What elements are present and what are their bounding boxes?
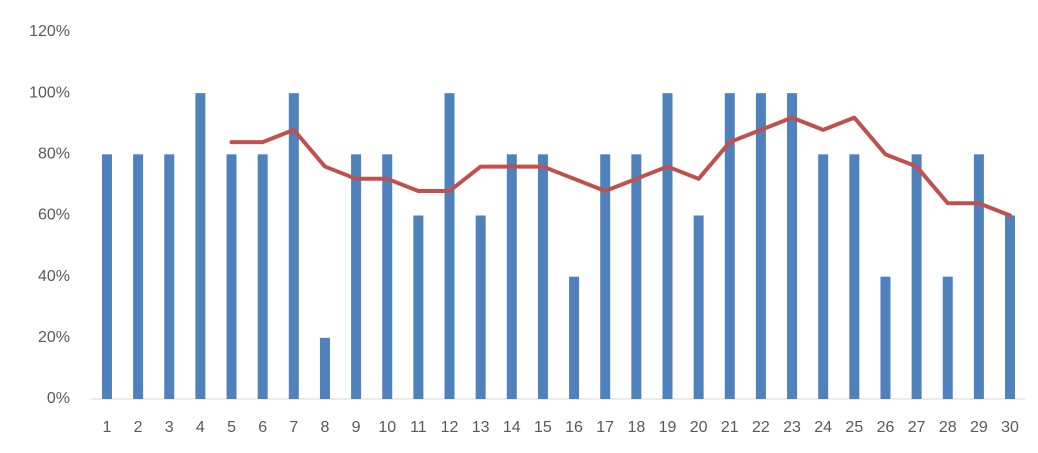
x-tick-label: 7	[289, 419, 298, 436]
x-tick-label: 6	[258, 419, 267, 436]
x-tick-label: 19	[659, 419, 677, 436]
x-tick-label: 27	[908, 419, 926, 436]
bar	[600, 154, 611, 399]
line	[229, 115, 1013, 218]
y-tick-label: 60%	[38, 207, 70, 224]
x-tick-label: 13	[472, 419, 490, 436]
bar	[693, 215, 704, 399]
x-tick-label: 18	[627, 419, 645, 436]
x-tick-label: 14	[503, 419, 521, 436]
x-tick-label: 26	[877, 419, 895, 436]
x-tick-label: 30	[1001, 419, 1019, 436]
bar	[133, 154, 144, 399]
x-tick-label: 24	[814, 419, 832, 436]
bar	[942, 276, 953, 399]
x-tick-label: 8	[320, 419, 329, 436]
bar	[973, 154, 984, 399]
bar	[351, 154, 362, 399]
bar	[288, 93, 299, 400]
bar	[444, 93, 455, 400]
y-tick-label: 20%	[38, 329, 70, 346]
x-tick-label: 16	[565, 419, 583, 436]
x-tick-label: 11	[410, 419, 427, 436]
bar	[195, 93, 206, 400]
x-tick-label: 28	[939, 419, 957, 436]
bar	[101, 154, 112, 399]
bar	[164, 154, 175, 399]
bar	[787, 93, 798, 400]
bar	[631, 154, 642, 399]
x-tick-label: 21	[721, 419, 739, 436]
bar	[849, 154, 860, 399]
bar	[724, 93, 735, 400]
bar	[506, 154, 517, 399]
bar	[413, 215, 424, 399]
bar	[319, 337, 330, 399]
x-tick-label: 10	[378, 419, 396, 436]
x-tick-label: 3	[165, 419, 174, 436]
bar	[537, 154, 548, 399]
y-tick-label: 0%	[47, 390, 70, 407]
x-tick-label: 23	[783, 419, 801, 436]
y-tick-label: 40%	[38, 268, 70, 285]
x-tick-label: 22	[752, 419, 770, 436]
bar	[755, 93, 766, 400]
bar	[569, 276, 580, 399]
x-tick-label: 29	[970, 419, 988, 436]
bar	[818, 154, 829, 399]
x-tick-label: 20	[690, 419, 708, 436]
x-tick-label: 12	[441, 419, 459, 436]
y-tick-label: 100%	[29, 84, 70, 101]
bar	[911, 154, 922, 399]
bar	[1005, 215, 1016, 399]
bar	[382, 154, 393, 399]
x-tick-label: 9	[352, 419, 361, 436]
y-tick-label: 120%	[29, 23, 70, 40]
x-tick-label: 2	[134, 419, 143, 436]
x-tick-label: 4	[196, 419, 205, 436]
x-tick-label: 17	[596, 419, 614, 436]
bar	[880, 276, 891, 399]
x-tick-label: 15	[534, 419, 552, 436]
x-tick-label: 5	[227, 419, 236, 436]
bar	[257, 154, 268, 399]
x-tick-label: 25	[845, 419, 863, 436]
x-tick-label: 1	[103, 419, 112, 436]
bar	[662, 93, 673, 400]
y-tick-label: 80%	[38, 146, 70, 163]
bar	[475, 215, 486, 399]
bar	[226, 154, 237, 399]
